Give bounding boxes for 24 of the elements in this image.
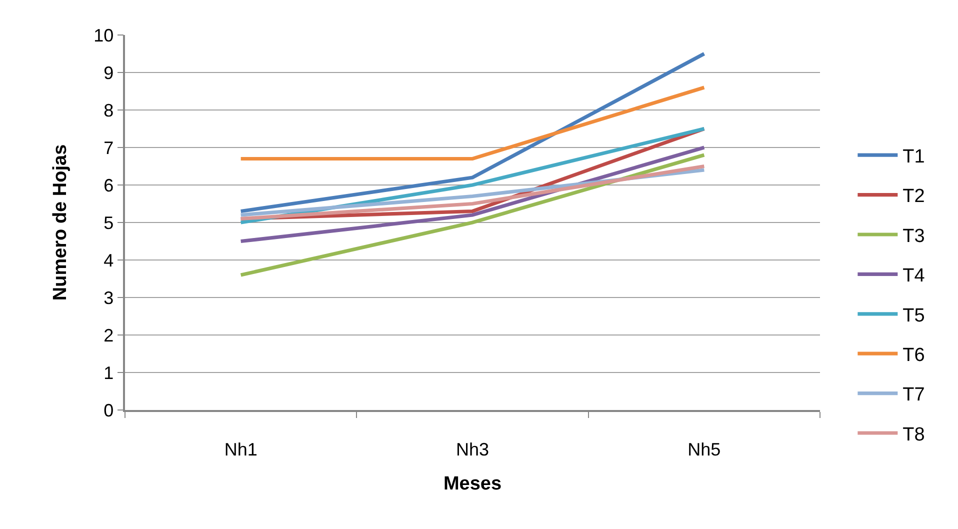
y-tick-label: 3 [104,288,114,308]
x-tick-label: Nh1 [224,439,258,460]
y-tick-label: 4 [104,250,114,270]
x-tick-label: Nh5 [688,439,721,460]
legend-label: T7 [902,384,925,406]
y-axis-title: Numero de Hojas [50,144,71,301]
y-tick-label: 2 [104,325,114,346]
y-tick-label: 6 [104,175,114,196]
y-tick-label: 10 [94,25,114,46]
y-tick-label: 0 [104,400,114,420]
x-tick-label: Nh3 [456,439,490,460]
y-tick-label: 9 [104,62,114,83]
x-axis-title: Meses [443,474,502,495]
legend-label: T8 [902,424,925,446]
legend-label: T3 [902,226,925,247]
legend-label: T6 [902,345,925,366]
legend-label: T4 [902,266,926,287]
y-tick-label: 8 [104,100,114,120]
y-tick-label: 7 [104,138,114,158]
legend-label: T1 [902,146,925,168]
y-tick-label: 1 [104,362,114,383]
legend-label: T5 [902,305,925,326]
y-tick-label: 5 [104,212,114,233]
legend-label: T2 [902,186,925,208]
